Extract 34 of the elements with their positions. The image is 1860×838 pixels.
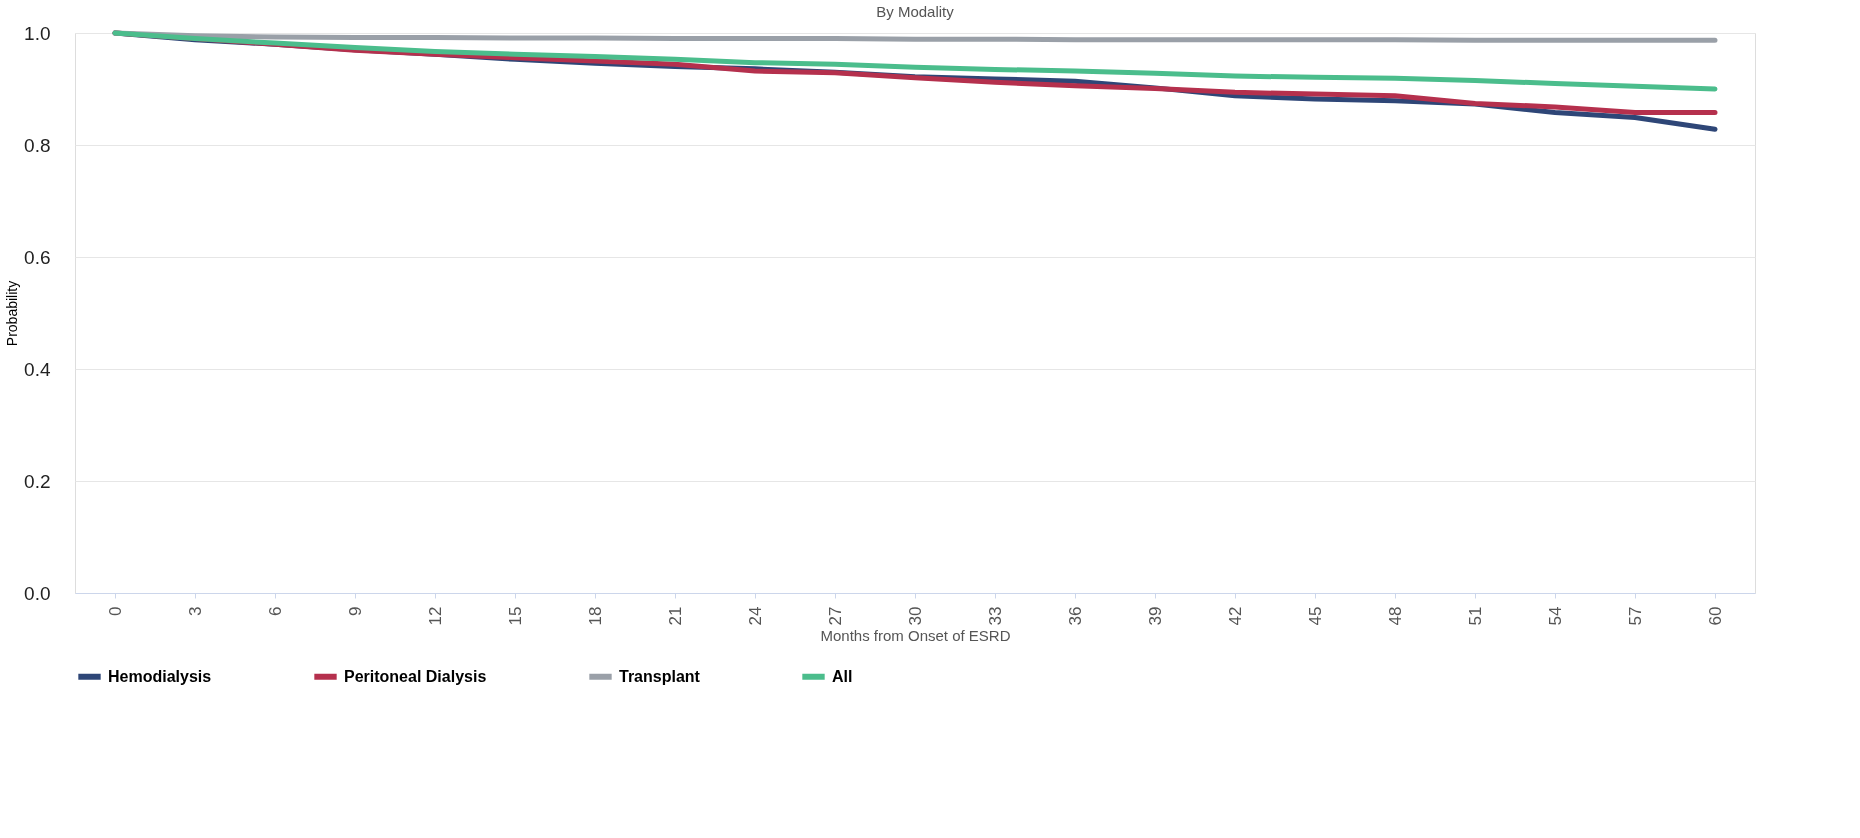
- x-tick-label: 21: [665, 606, 685, 626]
- legend-label: Transplant: [619, 667, 701, 685]
- x-tick-label: 39: [1145, 606, 1165, 626]
- x-tick-label: 3: [185, 606, 205, 616]
- x-tick-label: 42: [1225, 606, 1245, 626]
- x-tick-label: 18: [585, 606, 605, 626]
- x-tick-label: 12: [425, 606, 445, 626]
- y-tick-label: 0.6: [24, 246, 51, 268]
- legend-label: Hemodialysis: [108, 667, 212, 685]
- x-tick-label: 45: [1305, 606, 1325, 626]
- x-tick-label: 15: [505, 606, 525, 626]
- x-tick-label: 27: [825, 606, 845, 626]
- y-tick-label: 0.2: [24, 470, 51, 492]
- x-tick-label: 0: [105, 606, 125, 616]
- x-tick-label: 54: [1545, 606, 1565, 626]
- legend-label: All: [832, 667, 853, 685]
- x-tick-label: 60: [1705, 606, 1725, 626]
- x-tick-label: 24: [745, 606, 765, 626]
- x-tick-label: 9: [345, 606, 365, 616]
- legend-label: Peritoneal Dialysis: [344, 667, 487, 685]
- y-axis-title: Probability: [4, 280, 21, 347]
- y-tick-label: 0.4: [24, 358, 51, 380]
- x-tick-label: 36: [1065, 606, 1085, 626]
- y-tick-label: 0.8: [24, 134, 51, 156]
- x-tick-label: 57: [1625, 606, 1645, 626]
- y-tick-label: 1.0: [24, 22, 51, 44]
- x-tick-label: 51: [1465, 606, 1485, 626]
- x-tick-label: 30: [905, 606, 925, 626]
- chart-title: By Modality: [876, 3, 955, 20]
- x-tick-label: 33: [985, 606, 1005, 626]
- x-axis-title: Months from Onset of ESRD: [820, 627, 1011, 645]
- x-tick-label: 48: [1385, 606, 1405, 626]
- y-tick-label: 0.0: [24, 582, 51, 604]
- x-tick-label: 6: [265, 606, 285, 616]
